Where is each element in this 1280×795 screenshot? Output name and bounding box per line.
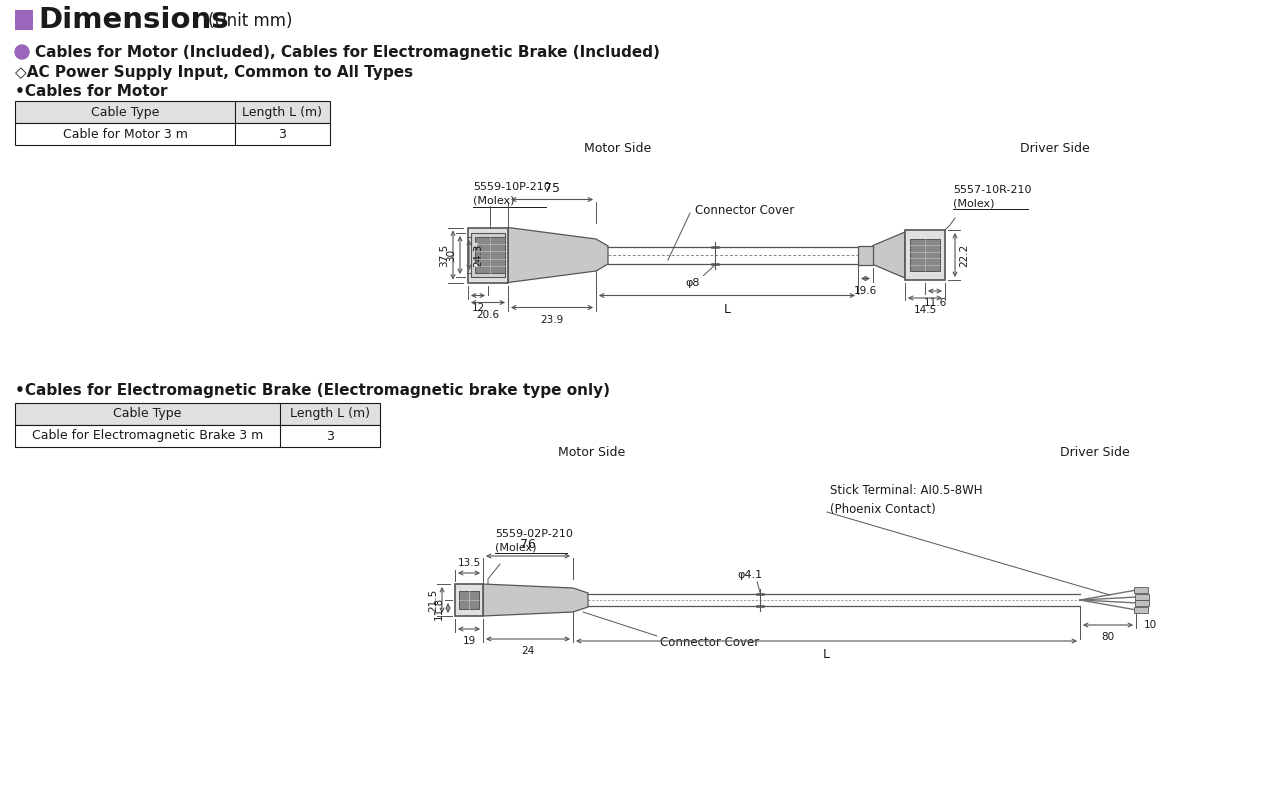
Circle shape bbox=[15, 45, 29, 59]
Text: Connector Cover: Connector Cover bbox=[695, 204, 795, 216]
Text: 37.5: 37.5 bbox=[439, 243, 449, 266]
Polygon shape bbox=[873, 232, 905, 278]
Text: 3: 3 bbox=[279, 127, 287, 141]
Text: 76: 76 bbox=[520, 538, 536, 551]
Text: Cable for Electromagnetic Brake 3 m: Cable for Electromagnetic Brake 3 m bbox=[32, 429, 264, 443]
Text: Driver Side: Driver Side bbox=[1060, 447, 1130, 460]
Text: Stick Terminal: AI0.5-8WH
(Phoenix Contact): Stick Terminal: AI0.5-8WH (Phoenix Conta… bbox=[829, 484, 983, 515]
Bar bbox=[1135, 600, 1149, 606]
Bar bbox=[15, 403, 380, 425]
Text: 19.6: 19.6 bbox=[854, 285, 877, 296]
Bar bbox=[15, 10, 33, 30]
Text: Length L (m): Length L (m) bbox=[242, 106, 323, 118]
Text: L: L bbox=[823, 648, 829, 661]
Bar bbox=[460, 591, 479, 609]
Text: Motor Side: Motor Side bbox=[585, 142, 652, 154]
Bar bbox=[15, 101, 330, 123]
Text: Connector Cover: Connector Cover bbox=[660, 636, 759, 649]
Text: φ4.1: φ4.1 bbox=[737, 570, 763, 580]
Text: 24.3: 24.3 bbox=[474, 243, 483, 266]
Text: Length L (m): Length L (m) bbox=[291, 408, 370, 421]
Bar bbox=[1135, 594, 1149, 600]
Polygon shape bbox=[483, 584, 588, 616]
Text: ◇AC Power Supply Input, Common to All Types: ◇AC Power Supply Input, Common to All Ty… bbox=[15, 64, 413, 80]
Text: (Unit mm): (Unit mm) bbox=[209, 12, 293, 30]
Text: 21.5: 21.5 bbox=[428, 588, 438, 611]
Text: •Cables for Electromagnetic Brake (Electromagnetic brake type only): •Cables for Electromagnetic Brake (Elect… bbox=[15, 382, 611, 398]
Text: •Cables for Motor: •Cables for Motor bbox=[15, 83, 168, 99]
Text: 14.5: 14.5 bbox=[914, 305, 937, 315]
Text: 5557-10R-210
(Molex): 5557-10R-210 (Molex) bbox=[954, 184, 1032, 208]
Text: 13.5: 13.5 bbox=[457, 558, 480, 568]
Text: 5559-10P-210
(Molex): 5559-10P-210 (Molex) bbox=[474, 182, 550, 205]
Bar bbox=[468, 227, 508, 282]
Bar bbox=[858, 246, 873, 265]
Text: φ8: φ8 bbox=[686, 277, 700, 288]
Text: Cable Type: Cable Type bbox=[91, 106, 159, 118]
Text: 80: 80 bbox=[1101, 632, 1115, 642]
Bar bbox=[1134, 607, 1148, 613]
Text: Cable for Motor 3 m: Cable for Motor 3 m bbox=[63, 127, 187, 141]
Bar bbox=[1134, 588, 1148, 593]
Text: 22.2: 22.2 bbox=[959, 243, 969, 266]
Polygon shape bbox=[508, 227, 608, 282]
Text: Motor Side: Motor Side bbox=[558, 447, 626, 460]
Text: 75: 75 bbox=[544, 181, 559, 195]
Text: 10: 10 bbox=[1144, 620, 1157, 630]
Text: 30: 30 bbox=[445, 248, 456, 262]
Bar bbox=[905, 230, 945, 280]
Text: 23.9: 23.9 bbox=[540, 315, 563, 324]
Text: 3: 3 bbox=[326, 429, 334, 443]
Text: 20.6: 20.6 bbox=[476, 309, 499, 320]
Text: Cables for Motor (Included), Cables for Electromagnetic Brake (Included): Cables for Motor (Included), Cables for … bbox=[35, 45, 660, 60]
Text: 12: 12 bbox=[471, 303, 485, 312]
Text: L: L bbox=[723, 303, 731, 316]
Bar bbox=[910, 239, 940, 271]
Bar bbox=[15, 425, 380, 447]
Bar bbox=[15, 123, 330, 145]
Text: Dimensions: Dimensions bbox=[38, 6, 229, 34]
Text: Cable Type: Cable Type bbox=[114, 408, 182, 421]
Text: 11.6: 11.6 bbox=[923, 298, 947, 308]
Text: 24: 24 bbox=[521, 646, 535, 656]
Bar bbox=[471, 233, 506, 277]
Text: 11.8: 11.8 bbox=[434, 596, 444, 619]
Bar bbox=[475, 237, 506, 273]
Text: 5559-02P-210
(Molex): 5559-02P-210 (Molex) bbox=[495, 529, 573, 552]
Text: Driver Side: Driver Side bbox=[1020, 142, 1089, 154]
Text: 19: 19 bbox=[462, 636, 476, 646]
Bar bbox=[454, 584, 483, 616]
